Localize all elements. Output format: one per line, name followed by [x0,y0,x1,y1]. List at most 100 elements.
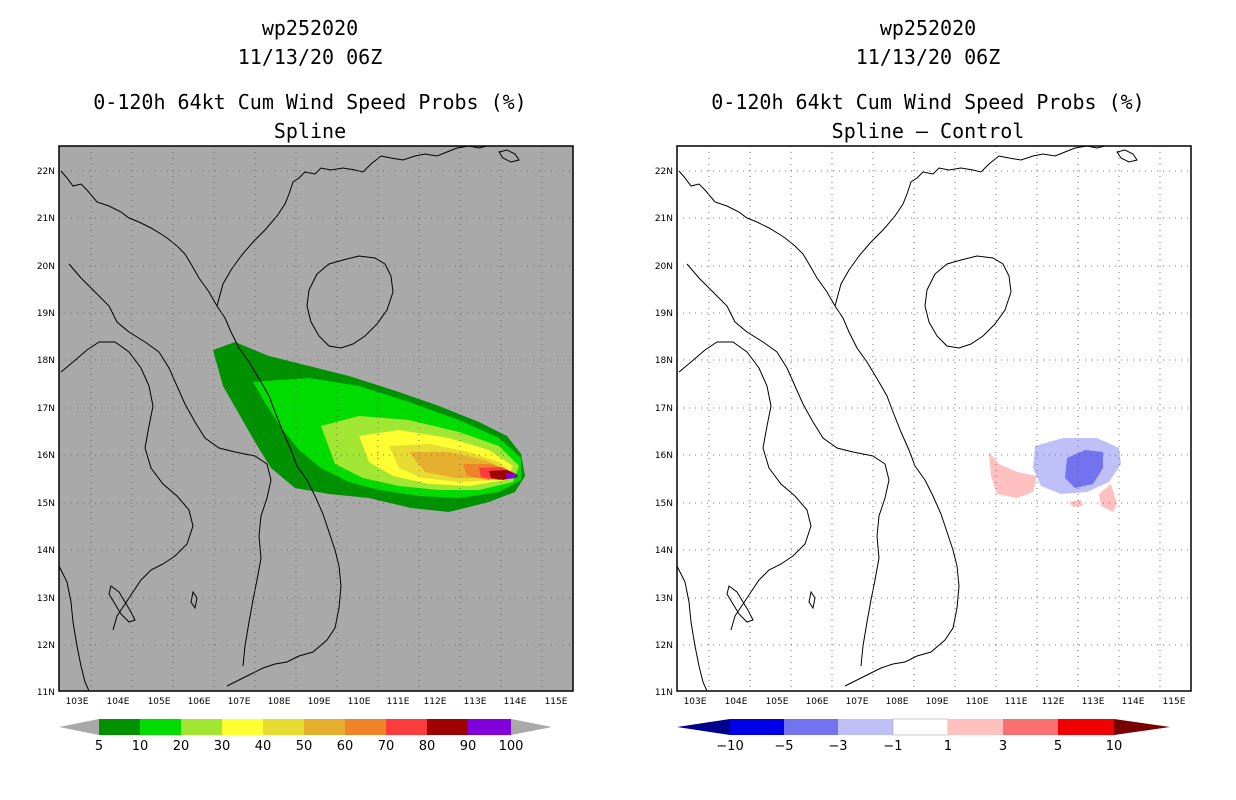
left-lon-labels: 103E 104E 105E 106E 107E 108E 109E 110E … [66,697,568,707]
left-colorbar-swatch [427,719,468,735]
left-lat-label: 21N [37,214,55,224]
left-lat-label: 17N [37,404,55,414]
right-lat-label: 11N [655,688,673,698]
right-lon-label: 113E [1082,697,1105,707]
right-colorbar-label: 5 [1054,739,1062,754]
right-lon-label: 107E [846,697,869,707]
right-colorbar-swatch [838,719,893,735]
left-lat-label: 19N [37,309,55,319]
right-map-background [677,146,1191,691]
right-lat-label: 16N [655,451,673,461]
right-lon-label: 110E [966,697,989,707]
left-colorbar-swatch [468,719,511,735]
left-lat-label: 14N [37,546,55,556]
left-lat-label: 13N [37,594,55,604]
left-lon-label: 115E [545,697,568,707]
left-colorbar-swatch [140,719,181,735]
right-lat-label: 20N [655,262,673,272]
right-lon-label: 114E [1122,697,1145,707]
right-subtitle: Spline – Control [831,119,1025,143]
right-lat-label: 17N [655,404,673,414]
left-colorbar-label: 40 [255,739,272,754]
right-lat-label: 21N [655,214,673,224]
left-colorbar-label: 100 [499,739,524,754]
left-colorbar-label: 80 [419,739,436,754]
right-lon-labels: 103E 104E 105E 106E 107E 108E 109E 110E … [684,697,1186,707]
right-colorbar-label: 10 [1106,739,1123,754]
right-product-block: 0-120h 64kt Cum Wind Speed Probs (%) Spl… [628,88,1228,146]
left-lat-label: 20N [37,262,55,272]
right-colorbar-label: −3 [828,739,847,754]
left-colorbar-label: 70 [378,739,395,754]
left-colorbar-high-arrow [511,719,552,735]
right-colorbar-swatch [948,719,1003,735]
left-colorbar-label: 90 [460,739,477,754]
right-lat-label: 22N [655,167,673,177]
right-datetime: 11/13/20 06Z [855,45,1001,69]
left-lon-label: 107E [228,697,251,707]
right-lat-labels: 22N 21N 20N 19N 18N 17N 16N 15N 14N 13N … [655,167,673,698]
left-subtitle: Spline [273,119,347,143]
right-colorbar-label: 3 [999,739,1007,754]
left-map [58,145,574,692]
left-lon-label: 109E [308,697,331,707]
left-lat-label: 12N [37,641,55,651]
left-lat-label: 18N [37,356,55,366]
left-lon-label: 114E [504,697,527,707]
right-lat-label: 12N [655,641,673,651]
left-lon-label: 108E [268,697,291,707]
right-colorbar-low-arrow [677,719,730,735]
right-map [676,145,1192,692]
left-colorbar-low-arrow [59,719,99,735]
left-lon-label: 110E [348,697,371,707]
left-lon-label: 106E [188,697,211,707]
right-lat-label: 18N [655,356,673,366]
left-colorbar-swatch [386,719,427,735]
right-colorbar-swatch [1003,719,1058,735]
left-lon-label: 105E [148,697,171,707]
right-colorbar-label: −1 [883,739,902,754]
left-colorbar-swatch [304,719,345,735]
right-colorbar-swatch [1058,719,1114,735]
left-product-block: 0-120h 64kt Cum Wind Speed Probs (%) Spl… [10,88,610,146]
left-probability-field [213,342,525,512]
right-map-frame [676,145,1192,692]
right-title-block: wp252020 11/13/20 06Z [628,14,1228,72]
right-colorbar-swatch [730,719,784,735]
right-lat-label: 15N [655,499,673,509]
left-lat-labels: 22N 21N 20N 19N 18N 17N 16N 15N 14N 13N … [37,167,55,698]
right-colorbar-label: −5 [774,739,793,754]
right-lat-label: 19N [655,309,673,319]
left-colorbar-label: 50 [296,739,313,754]
left-lat-label: 22N [37,167,55,177]
left-lon-label: 104E [107,697,130,707]
right-colorbar-label: −10 [716,739,743,754]
left-colorbar-label: 60 [337,739,354,754]
left-colorbar: 5 10 20 30 40 50 60 70 80 90 100 [59,719,552,754]
left-colorbar-label: 30 [214,739,231,754]
left-lon-label: 112E [424,697,447,707]
right-product: 0-120h 64kt Cum Wind Speed Probs (%) [711,90,1145,114]
left-colorbar-swatch [345,719,386,735]
left-storm-id: wp252020 [261,16,359,40]
right-lon-label: 111E [1005,697,1028,707]
left-lon-label: 111E [387,697,410,707]
right-lon-label: 103E [684,697,707,707]
left-datetime: 11/13/20 06Z [237,45,383,69]
left-colorbar-swatch [222,719,263,735]
left-title-block: wp252020 11/13/20 06Z [10,14,610,72]
right-lon-label: 105E [766,697,789,707]
left-lon-label: 113E [464,697,487,707]
left-colorbar-label: 5 [95,739,103,754]
left-lat-label: 15N [37,499,55,509]
left-colorbar-swatch [99,719,140,735]
right-lon-label: 104E [725,697,748,707]
right-storm-id: wp252020 [879,16,977,40]
right-lat-label: 13N [655,594,673,604]
left-product: 0-120h 64kt Cum Wind Speed Probs (%) [93,90,527,114]
right-colorbar-label: 1 [944,739,952,754]
right-lon-label: 108E [886,697,909,707]
left-colorbar-label: 10 [132,739,149,754]
left-colorbar-label: 20 [173,739,190,754]
